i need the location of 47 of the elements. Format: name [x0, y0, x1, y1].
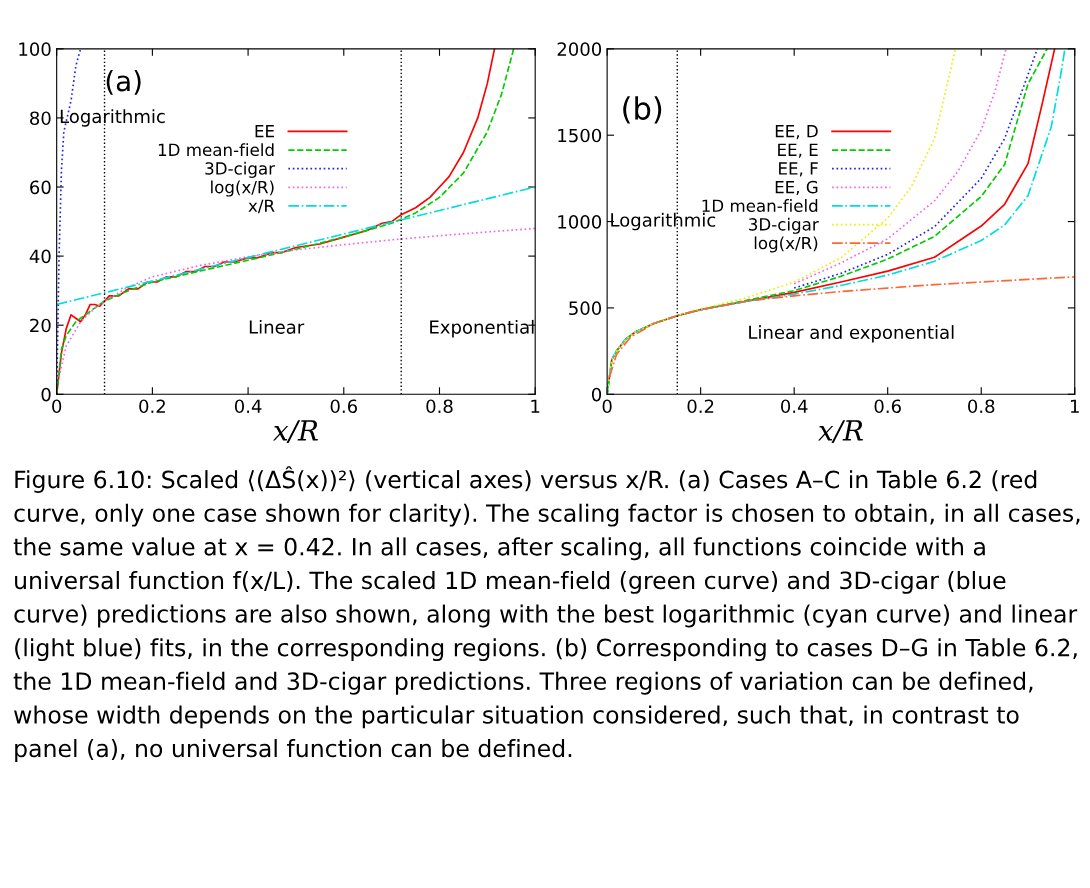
- x-tick-label: 1: [531, 399, 540, 413]
- x-tick-label: 0.8: [968, 399, 995, 414]
- line-series: [608, 275, 1075, 378]
- x-tick-label: 0: [52, 399, 62, 414]
- annotation: Exponential: [430, 319, 534, 338]
- annotation: Linear: [249, 319, 305, 334]
- x-axis-title: x/R: [818, 420, 863, 444]
- x-tick-label: 0.2: [139, 399, 165, 414]
- legend-label: EE, D: [775, 125, 818, 140]
- y-tick-label: 80: [30, 111, 51, 126]
- y-tick-label: 60: [30, 180, 51, 195]
- x-tick-label: 0.4: [781, 399, 808, 414]
- legend-label: 3D-cigar: [205, 161, 276, 178]
- y-tick-label: 500: [569, 301, 602, 316]
- y-tick-label: 2000: [557, 42, 602, 56]
- x-tick-label: 0: [602, 399, 612, 414]
- legend-label: log(x/R): [754, 236, 818, 253]
- line-series: [58, 227, 536, 378]
- x-tick-label: 0.6: [330, 399, 358, 414]
- y-tick-label: 0: [41, 387, 51, 402]
- legend-label: EE, G: [775, 180, 818, 196]
- annotation: Logarithmic: [611, 212, 716, 231]
- x-tick-label: 0.8: [426, 399, 453, 414]
- x-axis-title: x/R: [273, 420, 318, 444]
- legend-label: x/R: [248, 199, 275, 214]
- legend-label: 3D-cigar: [749, 217, 819, 234]
- legend-label: EE, F: [779, 162, 818, 177]
- x-tick-label: 1: [1070, 399, 1079, 413]
- annotation: Linear and exponential: [749, 325, 954, 343]
- annotation: (a): [106, 69, 141, 95]
- y-tick-label: 40: [29, 249, 51, 264]
- y-tick-label: 100: [19, 42, 51, 56]
- y-tick-label: 1000: [558, 215, 602, 229]
- x-tick-label: 0.4: [234, 399, 262, 414]
- text: Figure 6.10: Scaled ⟨(ΔŜ(x))²⟩ (vertical axes) versus x/R. (a) Cases A–C in Table 6.2 (red curve, only one case shown for clarity). The scaling factor is chosen to obtain, in all cases, the same value at x = 0.42. In all cases, after scaling, all functions coincide with a universal function f(x/L). The scaled 1D mean-field (green curve) and 3D-cigar (blue curve) predictions are also shown, along with the best logarithmic (cyan curve) and linear (light blue) fits, in the corresponding regions. (b) Corresponding to cases D–G in Table 6.2, the 1D mean-field and 3D-cigar predictions. Three regions of variation can be defined, whose width depends on the particular situation considered, such that, in contrast to panel (a), no universal function can be defined.: [13, 466, 1080, 762]
- annotation: (b): [623, 96, 662, 124]
- legend-label: log(x/R): [211, 180, 274, 197]
- legend-label: 1D mean-field: [702, 199, 818, 213]
- y-tick-label: 0: [591, 387, 602, 402]
- annotation: Logarithmic: [60, 109, 165, 127]
- legend-label: EE, E: [778, 143, 818, 158]
- x-tick-label: 0.2: [687, 399, 714, 414]
- legend-label: EE: [255, 125, 274, 138]
- y-tick-label: 20: [30, 318, 51, 333]
- x-tick-label: 0.6: [874, 399, 901, 414]
- y-tick-label: 1500: [558, 128, 602, 143]
- legend-label: 1D mean-field: [158, 143, 274, 157]
